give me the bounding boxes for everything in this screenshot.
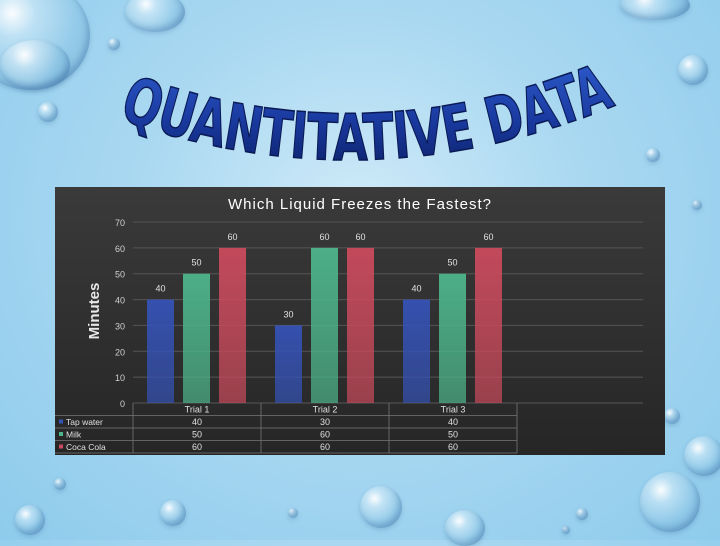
bar (183, 273, 210, 403)
x-tick-label: Trial 3 (441, 405, 466, 415)
table-value: 40 (448, 417, 458, 427)
headline-text: QUANTITATIVE DATA (113, 51, 622, 176)
bar (439, 273, 466, 403)
y-tick-label: 30 (115, 321, 125, 331)
data-label: 40 (411, 284, 421, 294)
bar (475, 247, 502, 403)
bar (347, 247, 374, 403)
water-bubble (38, 102, 58, 122)
legend-key (59, 444, 63, 449)
water-bubble (640, 472, 700, 532)
legend-entry: Tap water (66, 417, 103, 427)
chart-panel: 0 10 20 30 40 50 60 70 40 50 60 30 60 60 40 50 60 Trial… (55, 187, 665, 455)
data-label: 50 (447, 258, 457, 268)
water-bubble (54, 478, 66, 490)
data-label: 60 (319, 232, 329, 242)
water-bubble (445, 510, 485, 546)
bar (219, 247, 246, 403)
y-tick-label: 70 (115, 218, 125, 228)
water-bubble (125, 0, 185, 32)
y-tick-label: 40 (115, 296, 125, 306)
bar (403, 299, 430, 403)
legend-entry: Coca Cola (66, 442, 106, 452)
legend-entry: Milk (66, 430, 82, 440)
y-tick-label: 60 (115, 244, 125, 254)
legend-key (59, 432, 63, 436)
y-axis-label: Minutes (86, 283, 103, 340)
water-bubble (562, 526, 570, 534)
water-bubble (692, 200, 702, 210)
water-bubble (15, 505, 45, 535)
water-bubble (620, 0, 690, 20)
table-value: 60 (192, 442, 202, 452)
headline-word-art: QUANTITATIVE DATA (112, 50, 622, 176)
table-value: 50 (448, 430, 458, 440)
y-tick-label: 50 (115, 270, 125, 280)
data-label: 60 (227, 232, 237, 242)
y-tick-label: 0 (120, 399, 125, 409)
table-value: 50 (192, 430, 202, 440)
water-bubble (576, 508, 588, 520)
water-bubble (288, 508, 298, 518)
bar (311, 247, 338, 403)
bar-chart: 0 10 20 30 40 50 60 70 40 50 60 30 60 60 40 50 60 Trial… (55, 196, 643, 454)
data-label: 30 (283, 309, 293, 319)
legend-key (59, 419, 63, 424)
water-bubble (160, 500, 186, 526)
water-bubble (0, 40, 70, 90)
y-tick-label: 10 (115, 373, 125, 383)
table-value: 30 (320, 417, 330, 427)
water-bubble (646, 148, 660, 162)
data-label: 60 (355, 232, 365, 242)
water-bubble (664, 408, 680, 424)
water-bubble (678, 55, 708, 85)
water-bubble (360, 486, 402, 528)
table-value: 40 (192, 417, 202, 427)
x-tick-label: Trial 2 (313, 405, 338, 415)
data-label: 60 (483, 232, 493, 242)
bar (147, 299, 174, 403)
table-value: 60 (320, 430, 330, 440)
water-bubble (684, 436, 720, 476)
table-value: 60 (448, 442, 458, 452)
bar (275, 325, 302, 403)
data-label: 40 (155, 284, 165, 294)
table-value: 60 (320, 442, 330, 452)
data-label: 50 (191, 258, 201, 268)
chart-title: Which Liquid Freezes the Fastest? (228, 196, 492, 213)
water-bubble (108, 38, 120, 50)
x-tick-label: Trial 1 (185, 405, 210, 415)
y-tick-label: 20 (115, 347, 125, 357)
